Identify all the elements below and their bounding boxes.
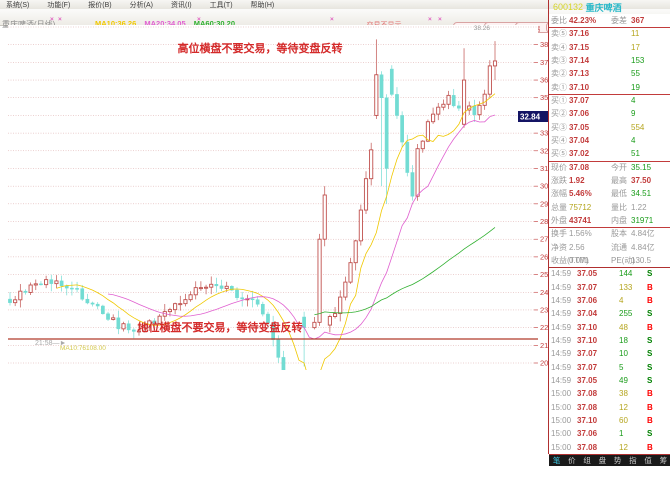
svg-text:高位横盘不要交易，等待变盘反转: 高位横盘不要交易，等待变盘反转 (178, 41, 343, 55)
svg-text:×: × (428, 16, 432, 23)
svg-text:×: × (58, 16, 62, 23)
svg-text:×: × (438, 16, 442, 23)
svg-text:×: × (330, 16, 334, 23)
svg-text:38.26: 38.26 (474, 25, 491, 32)
svg-text:×: × (197, 16, 201, 23)
svg-text:32.84: 32.84 (520, 113, 541, 122)
svg-text:地位横盘不要交易，等待变盘反转: 地位横盘不要交易，等待变盘反转 (138, 320, 303, 334)
svg-text:MA10:76108.00: MA10:76108.00 (60, 345, 106, 352)
svg-text:×: × (50, 16, 54, 23)
